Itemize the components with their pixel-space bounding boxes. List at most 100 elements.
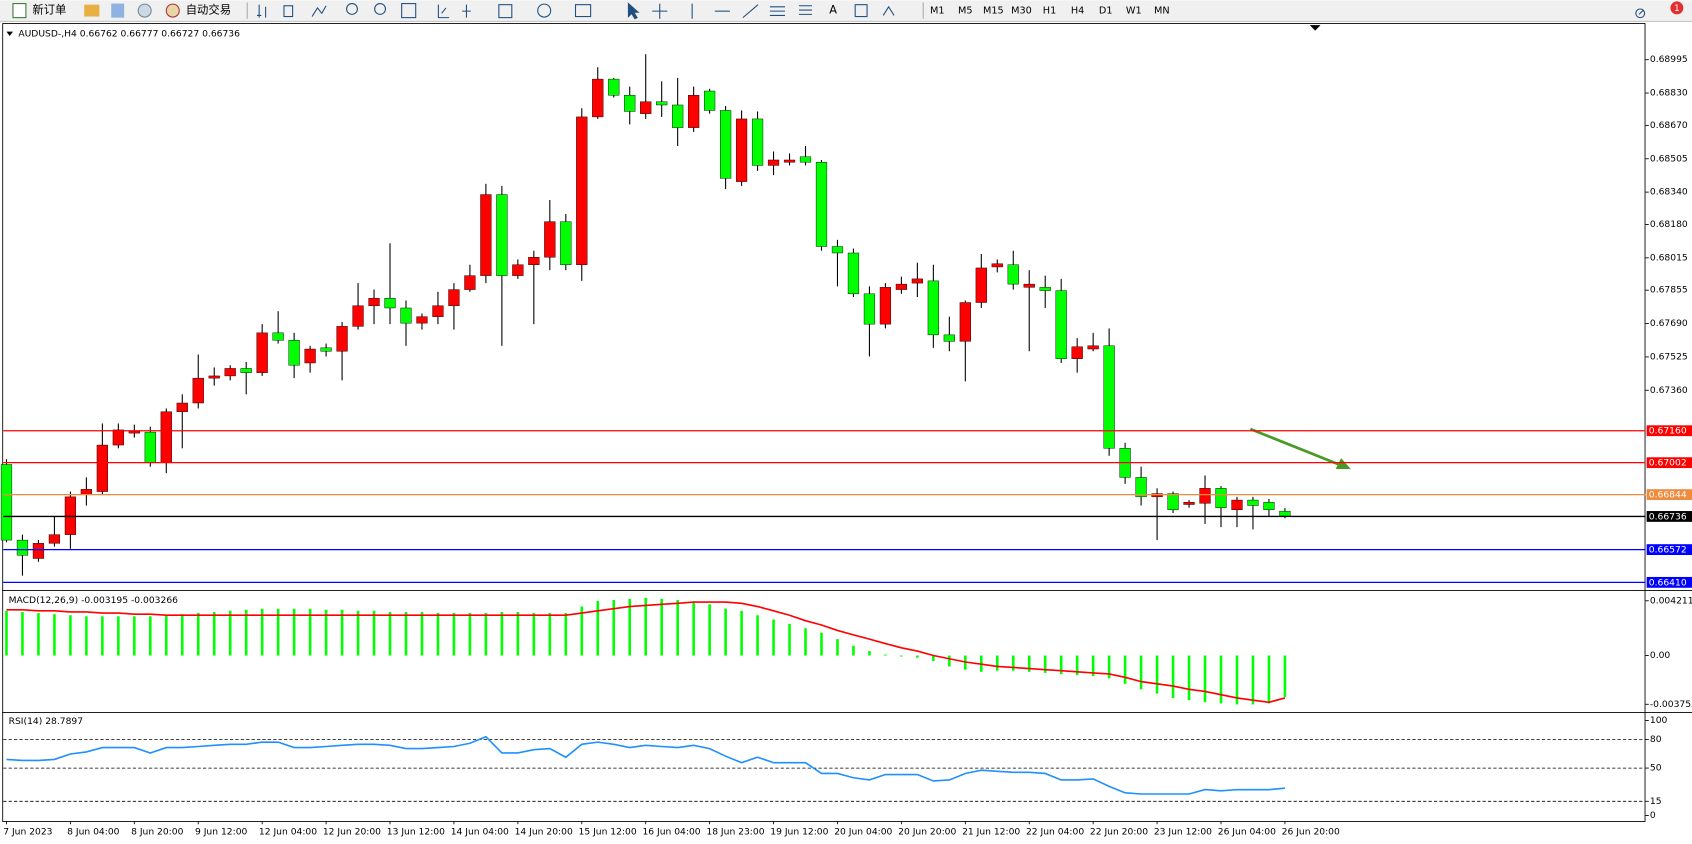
macd-bar (356, 610, 360, 656)
candle-body (16, 539, 29, 556)
icon[interactable] (498, 4, 513, 19)
icon[interactable] (346, 3, 358, 15)
auto-trading-button[interactable]: 自动交易 (165, 3, 231, 18)
candle-body (1247, 499, 1259, 506)
level-label: 0.67002 (1649, 458, 1687, 469)
icon[interactable] (256, 4, 267, 18)
macd-bar (564, 613, 568, 656)
macd-bar (53, 614, 56, 656)
candle-body (176, 402, 188, 412)
icon[interactable] (84, 4, 100, 17)
icon[interactable] (137, 3, 152, 18)
y-tick-label: 0.004211 (1650, 595, 1692, 606)
search-icon[interactable] (1635, 8, 1646, 19)
badge-count: 1 (1674, 4, 1680, 14)
macd-bar (948, 655, 951, 667)
x-tick-label: 22 Jun 04:00 (1026, 826, 1084, 837)
icon[interactable] (574, 4, 592, 18)
candle-body (496, 194, 508, 276)
icon[interactable] (537, 3, 552, 18)
icon[interactable] (769, 6, 785, 17)
icon[interactable] (799, 5, 812, 15)
notifications[interactable]: 1 (1670, 1, 1684, 15)
candle-body (943, 334, 955, 342)
icon[interactable] (627, 2, 640, 20)
icon[interactable] (882, 5, 895, 16)
icon[interactable] (374, 3, 387, 15)
macd-bar (676, 600, 679, 656)
x-tick-label: 22 Jun 20:00 (1090, 826, 1148, 837)
new-order-button[interactable]: 新订单 (12, 3, 66, 19)
icon[interactable] (111, 3, 125, 18)
macd-bar (196, 613, 200, 656)
icon[interactable] (311, 5, 327, 17)
timeframe-button[interactable]: H4 (1071, 6, 1084, 17)
macd-bar (101, 616, 104, 656)
icon[interactable] (652, 3, 668, 19)
candle-body (128, 430, 140, 434)
icon[interactable] (437, 4, 450, 19)
macd-bar (1171, 655, 1175, 698)
arrow-annotation (1249, 427, 1343, 467)
macd-bar (1075, 655, 1079, 676)
timeframe-button[interactable]: H1 (1043, 6, 1056, 17)
macd-bar (404, 611, 408, 656)
macd-bar (228, 610, 232, 656)
icon[interactable] (462, 4, 471, 18)
timeframe-button[interactable]: M15 (983, 6, 1004, 17)
macd-bar (133, 616, 136, 656)
macd-bar (1155, 655, 1159, 694)
toolbar-bg (0, 0, 1692, 22)
x-tick-label: 19 Jun 12:00 (770, 826, 828, 837)
level-label: 0.66572 (1649, 545, 1687, 556)
candle-body (192, 377, 204, 404)
macd-bar (276, 608, 280, 656)
candle-body (544, 221, 556, 258)
macd-bar (372, 610, 376, 656)
icon[interactable] (401, 3, 417, 19)
macd-bar (1139, 655, 1143, 690)
timeframe-button[interactable]: MN (1154, 6, 1170, 17)
x-tick-label: 12 Jun 20:00 (323, 826, 381, 837)
y-tick-label: 15 (1650, 796, 1662, 807)
candle-body (352, 305, 364, 327)
icon[interactable]: A (829, 3, 837, 17)
symbol-menu-marker[interactable] (6, 31, 13, 36)
timeframe-button[interactable]: M1 (930, 6, 945, 17)
timeframe-button[interactable]: M5 (958, 6, 973, 17)
macd-bar (516, 611, 520, 656)
macd-bar (548, 613, 552, 656)
x-tick-label: 20 Jun 04:00 (834, 826, 892, 837)
candle-body (32, 543, 45, 559)
macd-bar (692, 602, 695, 656)
timeframe-button[interactable]: D1 (1099, 6, 1113, 17)
macd-bar (644, 597, 647, 656)
macd-bar (484, 613, 488, 656)
candle-body (1007, 264, 1019, 285)
chart-title: AUDUSD-,H4 0.66762 0.66777 0.66727 0.667… (18, 28, 240, 39)
x-tick-label: 8 Jun 04:00 (67, 826, 120, 837)
timeframe-button[interactable]: W1 (1126, 6, 1142, 17)
candle-body (847, 252, 860, 295)
candle-body (688, 95, 700, 128)
x-tick-label: 16 Jun 04:00 (642, 826, 700, 837)
candle-body (863, 293, 876, 325)
candle-body (48, 534, 61, 544)
timeframe-bar: M1 M5 M15 M30 H1 H4 D1 W1 MN (930, 6, 1170, 17)
candle-body (480, 194, 492, 276)
macd-bar (324, 609, 328, 656)
macd-bar (1091, 655, 1095, 677)
macd-bar (628, 598, 632, 656)
macd-bar (1251, 655, 1255, 705)
candle-body (719, 110, 732, 179)
x-tick-label: 14 Jun 20:00 (515, 826, 573, 837)
macd-bar (420, 611, 424, 656)
candle-body (704, 90, 716, 111)
level-label: 0.66736 (1649, 511, 1687, 522)
timeframe-button[interactable]: M30 (1011, 6, 1032, 17)
icon[interactable] (283, 5, 294, 18)
macd-bar (900, 655, 903, 657)
macd-bar (740, 610, 743, 656)
icon[interactable] (742, 4, 759, 19)
icon[interactable] (854, 4, 868, 18)
